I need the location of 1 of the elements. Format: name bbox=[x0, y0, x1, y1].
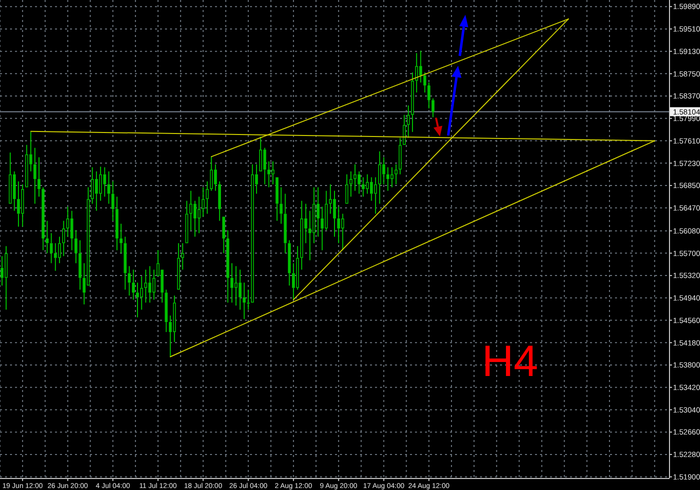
annotation: H4 bbox=[482, 337, 538, 386]
